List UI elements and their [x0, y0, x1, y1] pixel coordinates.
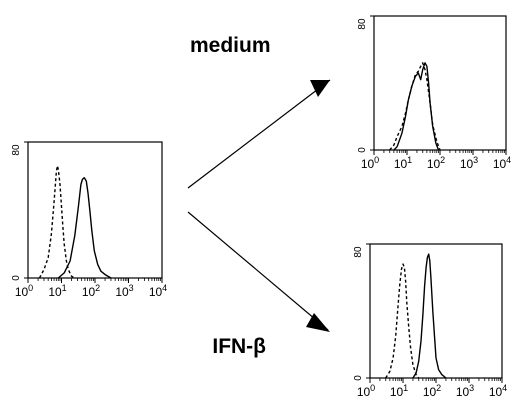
histogram-panel-bottom-right: 100 101 102 103 104 0 80	[353, 243, 507, 399]
y-tick-label: 0	[353, 375, 364, 381]
x-tick-label: 104	[149, 283, 167, 299]
y-tick-label: 80	[353, 246, 364, 258]
x-tick-label: 102	[82, 283, 100, 299]
x-tick-label: 101	[48, 283, 66, 299]
x-tick-label: 104	[489, 383, 507, 399]
x-tick-label: 104	[493, 155, 511, 171]
y-tick-label: 0	[11, 275, 22, 281]
label-medium: medium	[190, 34, 271, 57]
series-dashed-line	[389, 62, 441, 151]
x-tick-label: 100	[357, 383, 375, 399]
y-tick-label: 80	[357, 18, 368, 30]
y-tick-label: 0	[357, 147, 368, 153]
arrowhead-ifn-beta	[306, 313, 330, 332]
x-tick-label: 100	[15, 283, 33, 299]
x-tick-label: 102	[427, 155, 445, 171]
x-tick-label: 103	[456, 383, 474, 399]
plot-frame	[373, 15, 507, 151]
arrow-to-medium	[187, 79, 331, 189]
x-tick-label: 100	[361, 155, 379, 171]
x-tick-label: 101	[390, 383, 408, 399]
x-tick-label: 103	[115, 283, 133, 299]
x-tick-label: 102	[423, 383, 441, 399]
arrowhead-medium	[310, 80, 330, 97]
series-solid-line	[393, 62, 440, 151]
x-tick-label: 101	[394, 155, 412, 171]
series-solid-line	[57, 176, 112, 279]
histogram-panel-left: 100 101 102 103 104 0 80	[11, 141, 167, 299]
series-dashed-line	[385, 263, 420, 379]
arrow-to-ifn-beta	[187, 211, 329, 331]
histogram-panel-top-right: 100 101 102 103 104 0 80	[357, 15, 511, 171]
y-tick-label: 80	[11, 144, 22, 156]
series-solid-line	[412, 253, 447, 379]
x-tick-label: 103	[460, 155, 478, 171]
label-ifn-beta: IFN-β	[212, 335, 266, 358]
